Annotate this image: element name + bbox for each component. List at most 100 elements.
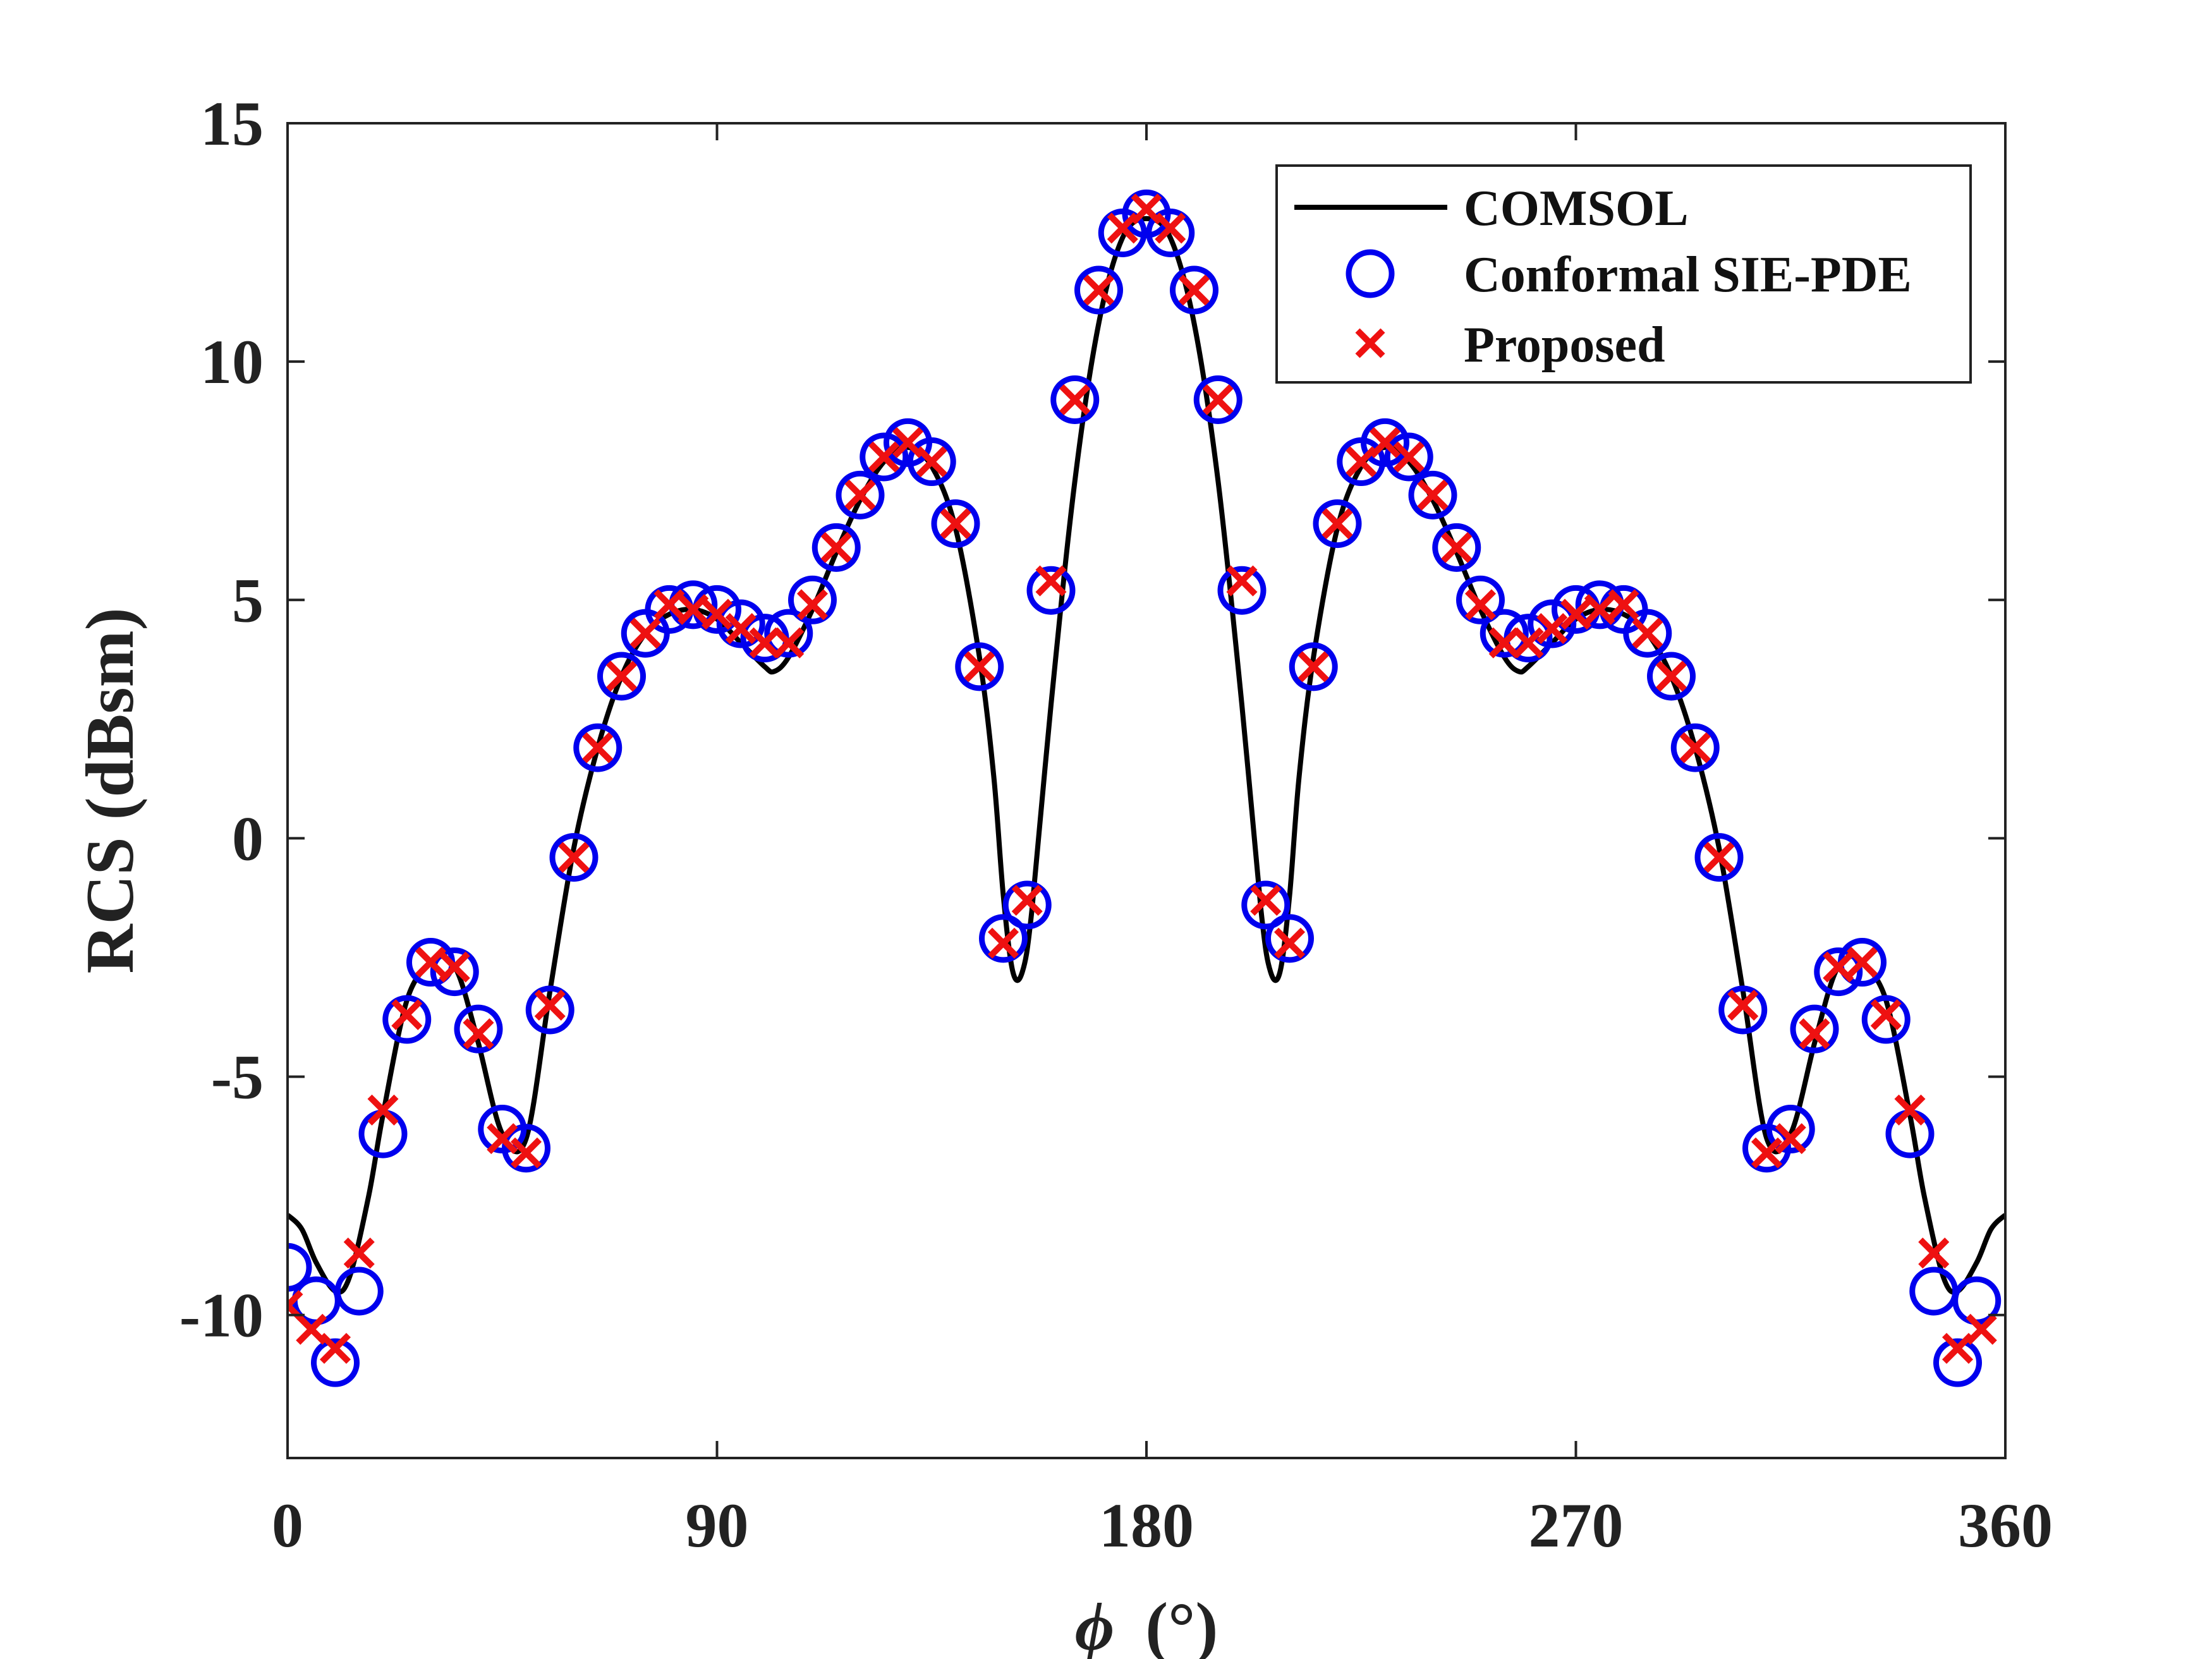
marker-circle-sie-pde (1814, 947, 1863, 997)
x-tick-label: 90 (686, 1490, 749, 1560)
marker-x-proposed (1226, 565, 1258, 597)
y-axis-title: RCS (dBsm) (73, 607, 148, 973)
marker-x-proposed (987, 927, 1019, 959)
marker-x-proposed (1560, 599, 1592, 630)
marker-x-proposed (1608, 589, 1639, 621)
marker-x-proposed (558, 842, 590, 873)
marker-x-proposed (1346, 446, 1377, 478)
marker-circle-sie-pde (573, 723, 623, 772)
marker-circle-sie-pde (549, 833, 599, 882)
marker-x-proposed (1417, 479, 1449, 511)
marker-x-proposed (1250, 884, 1282, 916)
marker-circle-sie-pde (1528, 599, 1577, 648)
marker-x-proposed (964, 651, 995, 683)
marker-circle-sie-pde (1766, 1105, 1815, 1154)
marker-x-proposed (1536, 613, 1568, 645)
marker-x-proposed (796, 589, 829, 621)
marker-x-proposed (1703, 842, 1735, 873)
marker-x-proposed (1823, 951, 1854, 983)
marker-x-proposed (391, 999, 423, 1031)
marker-circle-sie-pde (1170, 265, 1218, 315)
marker-x-proposed (773, 627, 805, 659)
x-tick-label: 360 (1958, 1490, 2053, 1560)
y-tick-label: -5 (211, 1042, 264, 1112)
marker-circle-sie-pde (1408, 470, 1457, 520)
marker-x-proposed (1942, 1332, 1974, 1364)
marker-circle-sie-pde (1050, 375, 1100, 424)
marker-circle-sie-pde (1861, 995, 1911, 1044)
marker-circle-sie-pde (907, 437, 956, 487)
marker-x-proposed (1441, 532, 1473, 563)
marker-x-proposed (1584, 593, 1615, 625)
marker-circle-sie-pde (1361, 418, 1409, 467)
marker-x-proposed (510, 1137, 542, 1169)
marker-x-proposed (1059, 384, 1091, 416)
marker-x-proposed (1107, 212, 1138, 244)
marker-x-proposed (534, 989, 566, 1021)
legend-label-proposed: Proposed (1464, 317, 1665, 373)
marker-circle-sie-pde (311, 1338, 360, 1387)
legend: COMSOL Conformal SIE-PDE Proposed (1275, 164, 1972, 384)
marker-circle-sie-pde (1623, 609, 1672, 658)
marker-x-proposed (1488, 627, 1520, 659)
x-tick-label: 270 (1529, 1490, 1624, 1560)
marker-x-proposed (415, 947, 447, 978)
marker-circle-sie-pde (502, 1124, 550, 1173)
marker-circle-sie-pde (836, 470, 885, 520)
marker-x-proposed (1369, 427, 1401, 458)
marker-x-proposed (1202, 384, 1234, 416)
marker-circle-sie-pde (288, 1243, 312, 1292)
x-axis-title: ϕ (°) (1075, 1589, 1218, 1659)
legend-label-sie-pde: Conformal SIE-PDE (1464, 247, 1912, 303)
marker-x-proposed (1155, 212, 1186, 244)
marker-x-proposed (1011, 884, 1043, 916)
marker-x-proposed (1464, 589, 1497, 621)
marker-circle-sie-pde (525, 985, 574, 1035)
marker-x-proposed (1131, 193, 1162, 225)
marker-x-proposed (725, 613, 757, 645)
marker-x-proposed (487, 1123, 518, 1155)
marker-circle-sie-pde (1193, 375, 1243, 424)
marker-circle-sie-pde (764, 609, 813, 658)
marker-circle-sie-pde (1217, 566, 1267, 615)
marker-x-proposed (1966, 1313, 1997, 1345)
tick-labels: 0 90 180 270 360 15 10 5 0 -5 -10 (179, 88, 2053, 1560)
marker-circle-sie-pde (1384, 432, 1433, 482)
marker-circle-sie-pde (716, 599, 765, 648)
marker-circle-sie-pde (1313, 499, 1362, 549)
marker-x-proposed (1870, 999, 1902, 1031)
marker-x-proposed (749, 627, 781, 659)
series-layer (288, 189, 2005, 1387)
marker-x-proposed (343, 1237, 375, 1269)
marker-circle-sie-pde (979, 914, 1028, 963)
marker-circle-sie-pde (1694, 833, 1744, 882)
marker-x-proposed (1799, 1018, 1830, 1050)
x-tick-label: 180 (1099, 1490, 1194, 1560)
marker-x-proposed (892, 427, 924, 458)
x-axis-symbol: ϕ (1075, 1589, 1115, 1659)
marker-x-proposed (653, 589, 685, 621)
marker-x-proposed (701, 599, 733, 630)
marker-x-proposed (1775, 1123, 1806, 1155)
marker-circle-sie-pde (1289, 642, 1338, 691)
marker-circle-sie-pde (788, 575, 837, 624)
marker-x-proposed (1679, 732, 1711, 763)
marker-x-proposed (940, 508, 971, 540)
marker-x-proposed (1297, 651, 1329, 683)
marker-circle-sie-pde (931, 499, 980, 549)
marker-circle-sie-pde (1146, 208, 1195, 257)
axis-ticks (286, 122, 2007, 1458)
marker-x-proposed (1918, 1237, 1950, 1269)
marker-circle-sie-pde (454, 1004, 503, 1054)
marker-x-proposed (1178, 274, 1210, 306)
legend-label-comsol: COMSOL (1464, 181, 1689, 236)
series-line-comsol (288, 216, 2005, 1295)
marker-circle-sie-pde (1432, 523, 1481, 572)
marker-circle-sie-pde (1480, 609, 1529, 658)
marker-circle-sie-pde (955, 642, 1004, 691)
marker-x-proposed (916, 446, 947, 478)
marker-circle-sie-pde (1241, 880, 1291, 930)
y-tick-label: -10 (179, 1280, 264, 1351)
marker-x-proposed (605, 660, 638, 692)
